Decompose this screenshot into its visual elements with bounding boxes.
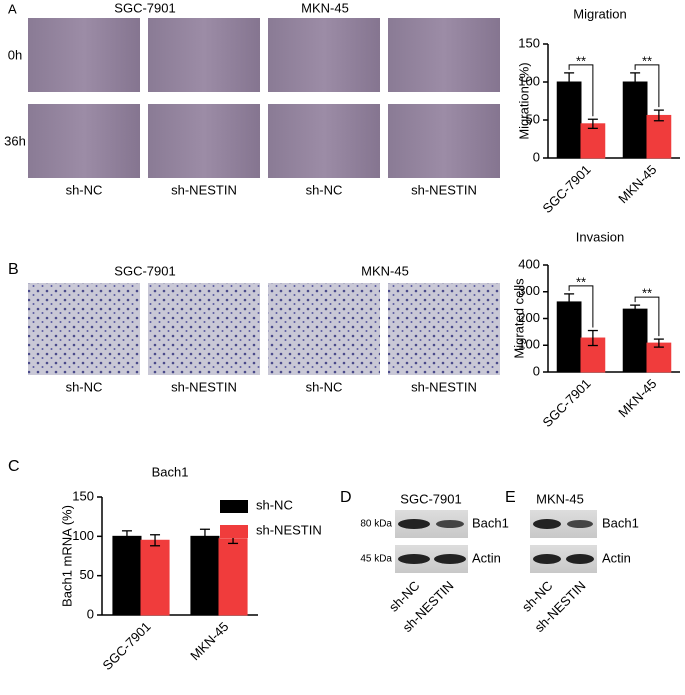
bar [190, 535, 220, 616]
chart-title: Migration [573, 6, 626, 21]
legend-label: sh-NESTIN [256, 522, 322, 537]
legend-swatch [220, 525, 248, 538]
x-tick-label: SGC-7901 [540, 162, 594, 216]
panel-label: E [505, 489, 516, 506]
y-tick-label: 100 [518, 73, 540, 88]
band [436, 520, 464, 528]
y-axis-label: Bach1 mRNA (%) [59, 505, 74, 607]
significance: ** [642, 286, 652, 301]
panel-label: A [8, 1, 17, 16]
y-tick-label: 50 [80, 567, 94, 582]
y-tick-label: 100 [518, 337, 540, 352]
blot-title: SGC-7901 [400, 491, 461, 506]
header: MKN-45 [301, 0, 349, 15]
significance-bracket [634, 64, 660, 108]
significance-bracket [568, 285, 594, 328]
y-tick-label: 50 [526, 111, 540, 126]
micrograph [148, 283, 260, 375]
column-label: sh-NESTIN [171, 182, 237, 197]
band [434, 554, 466, 564]
column-label: sh-NESTIN [411, 182, 477, 197]
blot-title: MKN-45 [536, 491, 584, 506]
y-tick-label: 300 [518, 283, 540, 298]
bar [112, 535, 142, 616]
marker: 45 kDa [360, 554, 392, 565]
micrograph [28, 283, 140, 375]
band [566, 554, 594, 564]
x-tick-label: MKN-45 [615, 376, 659, 420]
column-label: sh-NC [306, 182, 343, 197]
significance: ** [576, 274, 586, 289]
band [398, 554, 430, 564]
band-label: Actin [602, 550, 631, 565]
micrograph [28, 18, 140, 92]
y-tick-label: 0 [533, 363, 540, 378]
micrograph [148, 18, 260, 92]
chart-title: Invasion [576, 229, 624, 244]
y-tick-label: 100 [72, 528, 94, 543]
legend-swatch [220, 500, 248, 513]
image-panels [28, 18, 597, 573]
y-tick-label: 150 [518, 35, 540, 50]
column-label: sh-NESTIN [171, 379, 237, 394]
band [398, 519, 430, 529]
y-tick-label: 0 [533, 149, 540, 164]
y-axis-label: Migrated cells [511, 278, 526, 359]
legend-label: sh-NC [256, 497, 293, 512]
x-tick-label: SGC-7901 [540, 376, 594, 430]
x-tick-label: MKN-45 [615, 162, 659, 206]
bar [646, 114, 672, 159]
header: MKN-45 [361, 263, 409, 278]
significance-bracket [568, 64, 594, 117]
row-label: 0h [8, 47, 22, 62]
micrograph [268, 283, 380, 375]
column-label: sh-NC [306, 379, 343, 394]
y-tick-label: 400 [518, 256, 540, 271]
band-label: Bach1 [472, 515, 509, 530]
panel-label: B [8, 261, 19, 278]
chart-title: Bach1 [152, 464, 189, 479]
micrograph [268, 104, 380, 178]
header: SGC-7901 [114, 0, 175, 15]
significance: ** [642, 53, 652, 68]
micrograph [28, 104, 140, 178]
significance-bracket [634, 296, 660, 337]
micrograph [268, 18, 380, 92]
x-tick-label: SGC-7901 [100, 619, 154, 673]
column-label: sh-NC [66, 379, 103, 394]
y-tick-label: 0 [87, 606, 94, 621]
bar [556, 81, 582, 159]
bar [218, 538, 248, 616]
band [533, 519, 561, 529]
significance: ** [576, 53, 586, 68]
bar [556, 301, 582, 373]
band [567, 520, 593, 528]
y-axis-label: Migration (%) [516, 62, 531, 139]
header: SGC-7901 [114, 263, 175, 278]
x-tick-label: MKN-45 [187, 619, 231, 663]
column-label: sh-NC [66, 182, 103, 197]
panel-label: D [340, 489, 352, 506]
y-tick-label: 150 [72, 488, 94, 503]
column-label: sh-NESTIN [411, 379, 477, 394]
y-tick-label: 200 [518, 310, 540, 325]
bar [622, 81, 648, 159]
band [533, 554, 561, 564]
row-label: 36h [4, 133, 26, 148]
band-label: Actin [472, 550, 501, 565]
micrograph [388, 104, 500, 178]
panel-label: C [8, 458, 20, 475]
bar [140, 539, 170, 616]
band-label: Bach1 [602, 515, 639, 530]
micrograph [148, 104, 260, 178]
bar [622, 308, 648, 373]
micrograph [388, 18, 500, 92]
marker: 80 kDa [360, 519, 392, 530]
micrograph [388, 283, 500, 375]
